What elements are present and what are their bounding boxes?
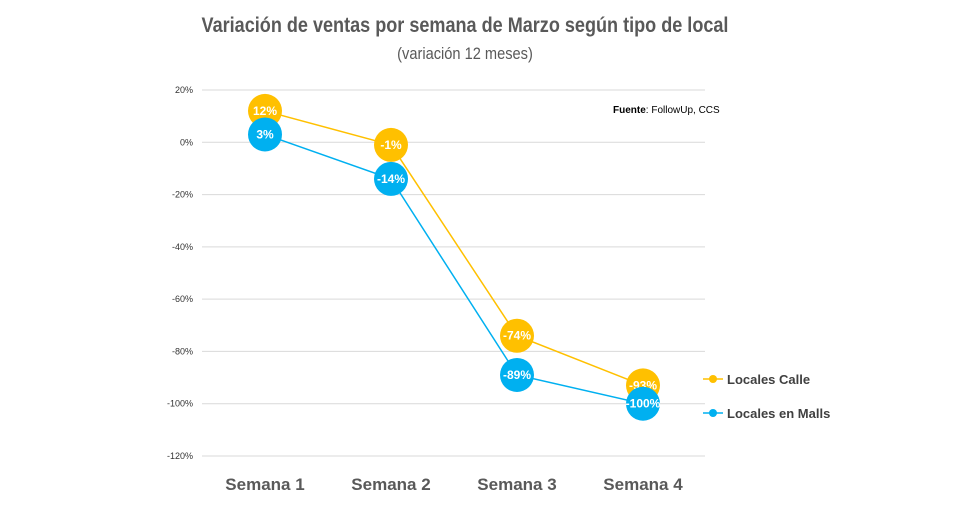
series-line <box>264 110 644 387</box>
y-tick-label: -20% <box>172 190 193 200</box>
data-label: -100% <box>626 397 661 411</box>
data-point <box>500 318 534 353</box>
x-category-label: Semana 2 <box>351 475 430 494</box>
legend-label: Locales Calle <box>727 372 810 387</box>
data-label: -89% <box>503 368 531 382</box>
legend-marker <box>709 409 717 417</box>
source-text: : FollowUp, CCS <box>646 105 720 116</box>
data-label: 12% <box>253 104 277 118</box>
x-axis-categories: Semana 1 Semana 2 Semana 3 Semana 4 <box>225 475 683 494</box>
series-line <box>264 133 644 405</box>
data-point <box>374 127 408 162</box>
data-point <box>500 357 534 392</box>
y-tick-label: -120% <box>167 451 193 461</box>
y-axis-ticks: 20% 0% -20% -40% -60% -80% -100% -120% <box>167 85 193 461</box>
y-tick-label: 0% <box>180 137 193 147</box>
data-point <box>248 93 282 128</box>
series-layer: 12%-1%-74%-93%3%-14%-89%-100% <box>248 93 661 421</box>
y-tick-label: -80% <box>172 346 193 356</box>
legend-item: Locales en Malls <box>703 406 830 421</box>
series-locales-en-malls <box>264 133 644 405</box>
data-point <box>626 386 660 421</box>
y-tick-label: -100% <box>167 399 193 409</box>
x-category-label: Semana 4 <box>603 475 683 494</box>
data-point <box>248 117 282 152</box>
data-label: -74% <box>503 329 531 343</box>
legend-label: Locales en Malls <box>727 406 830 421</box>
series-markers-0: 12%-1%-74%-93% <box>248 93 660 403</box>
legend: Locales Calle Locales en Malls <box>703 372 830 421</box>
data-point <box>374 161 408 196</box>
data-label: 3% <box>256 127 274 141</box>
y-tick-label: -40% <box>172 242 193 252</box>
chart-subtitle: (variación 12 meses) <box>397 44 533 63</box>
x-category-label: Semana 3 <box>477 475 556 494</box>
source-label: Fuente <box>613 105 646 116</box>
legend-item: Locales Calle <box>703 372 810 387</box>
series-markers-1: 3% -14% -89% -100% <box>248 117 661 421</box>
data-label: -1% <box>380 138 402 152</box>
y-tick-label: -60% <box>172 294 193 304</box>
data-label: -14% <box>377 172 405 186</box>
legend-marker <box>709 375 717 383</box>
source-note: Fuente: FollowUp, CCS <box>613 105 720 116</box>
y-tick-label: 20% <box>175 85 193 95</box>
x-category-label: Semana 1 <box>225 475 304 494</box>
chart-title: Variación de ventas por semana de Marzo … <box>201 14 729 37</box>
series-locales-calle <box>264 110 644 387</box>
